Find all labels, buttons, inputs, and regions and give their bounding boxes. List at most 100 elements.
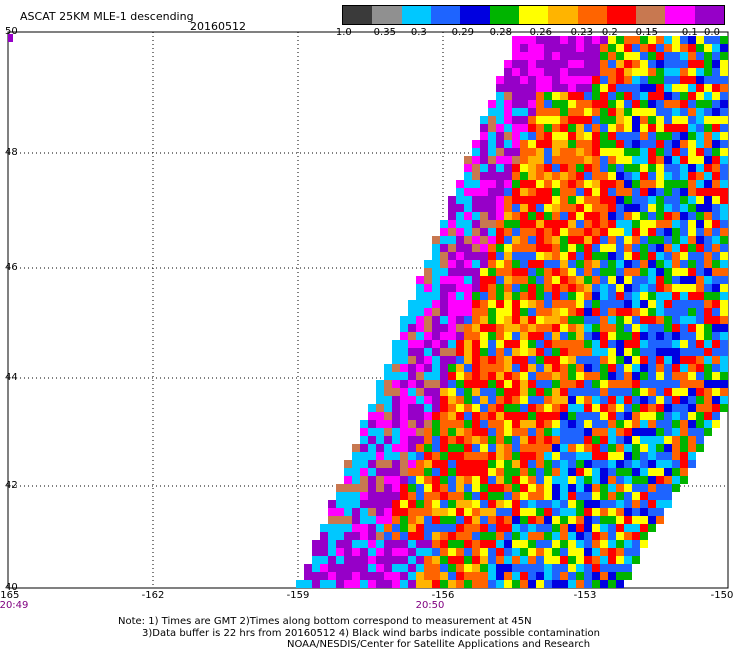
- longitude-label: -159: [286, 590, 310, 601]
- swath-cell: [392, 444, 400, 452]
- swath-cell: [600, 372, 608, 380]
- swath-cell: [608, 220, 616, 228]
- swath-cell: [616, 484, 624, 492]
- swath-cell: [360, 580, 368, 588]
- swath-cell: [704, 428, 712, 436]
- swath-cell: [448, 324, 456, 332]
- swath-cell: [536, 364, 544, 372]
- swath-cell: [672, 92, 680, 100]
- swath-cell: [576, 484, 584, 492]
- swath-cell: [592, 284, 600, 292]
- swath-cell: [464, 308, 472, 316]
- swath-cell: [480, 196, 488, 204]
- swath-cell: [632, 348, 640, 356]
- swath-cell: [496, 556, 504, 564]
- swath-cell: [384, 468, 392, 476]
- swath-cell: [520, 140, 528, 148]
- swath-cell: [440, 524, 448, 532]
- swath-cell: [528, 220, 536, 228]
- swath-cell: [704, 180, 712, 188]
- swath-cell: [608, 84, 616, 92]
- swath-cell: [496, 540, 504, 548]
- swath-cell: [704, 236, 712, 244]
- swath-cell: [672, 444, 680, 452]
- swath-cell: [664, 468, 672, 476]
- swath-cell: [488, 444, 496, 452]
- swath-cell: [632, 380, 640, 388]
- swath-cell: [640, 356, 648, 364]
- swath-cell: [544, 236, 552, 244]
- swath-cell: [656, 196, 664, 204]
- swath-cell: [688, 108, 696, 116]
- swath-cell: [688, 36, 696, 44]
- swath-cell: [584, 332, 592, 340]
- swath-cell: [528, 268, 536, 276]
- swath-cell: [568, 436, 576, 444]
- swath-cell: [592, 196, 600, 204]
- swath-cell: [528, 228, 536, 236]
- swath-cell: [632, 396, 640, 404]
- swath-cell: [552, 292, 560, 300]
- swath-cell: [712, 348, 720, 356]
- swath-cell: [624, 244, 632, 252]
- swath-cell: [512, 524, 520, 532]
- swath-cell: [544, 468, 552, 476]
- swath-cell: [552, 60, 560, 68]
- swath-cell: [640, 68, 648, 76]
- swath-cell: [504, 396, 512, 404]
- swath-cell: [528, 324, 536, 332]
- swath-cell: [640, 308, 648, 316]
- swath-cell: [376, 436, 384, 444]
- swath-cell: [592, 556, 600, 564]
- swath-cell: [632, 340, 640, 348]
- swath-cell: [552, 540, 560, 548]
- swath-cell: [568, 396, 576, 404]
- swath-cell: [720, 372, 728, 380]
- swath-cell: [496, 292, 504, 300]
- swath-cell: [408, 476, 416, 484]
- swath-cell: [608, 276, 616, 284]
- swath-cell: [448, 284, 456, 292]
- swath-cell: [552, 108, 560, 116]
- swath-cell: [608, 92, 616, 100]
- swath-cell: [704, 92, 712, 100]
- swath-cell: [600, 428, 608, 436]
- swath-cell: [544, 84, 552, 92]
- swath-cell: [464, 388, 472, 396]
- swath-cell: [608, 44, 616, 52]
- swath-cell: [480, 212, 488, 220]
- colorbar-segment: [518, 6, 549, 24]
- swath-cell: [584, 52, 592, 60]
- swath-cell: [472, 356, 480, 364]
- swath-cell: [568, 140, 576, 148]
- swath-cell: [648, 428, 656, 436]
- swath-cell: [688, 428, 696, 436]
- swath-cell: [704, 404, 712, 412]
- swath-cell: [584, 220, 592, 228]
- swath-cell: [416, 284, 424, 292]
- swath-cell: [720, 404, 728, 412]
- swath-cell: [448, 372, 456, 380]
- swath-cell: [568, 252, 576, 260]
- swath-cell: [464, 436, 472, 444]
- swath-cell: [512, 36, 520, 44]
- swath-cell: [688, 156, 696, 164]
- swath-cell: [576, 244, 584, 252]
- swath-cell: [448, 268, 456, 276]
- swath-cell: [424, 372, 432, 380]
- swath-cell: [536, 268, 544, 276]
- swath-cell: [576, 372, 584, 380]
- swath-cell: [664, 140, 672, 148]
- swath-cell: [440, 236, 448, 244]
- swath-cell: [568, 532, 576, 540]
- swath-cell: [432, 492, 440, 500]
- swath-cell: [552, 244, 560, 252]
- swath-cell: [472, 284, 480, 292]
- swath-cell: [560, 60, 568, 68]
- swath-cell: [632, 324, 640, 332]
- swath-cell: [672, 228, 680, 236]
- swath-cell: [424, 548, 432, 556]
- swath-cell: [584, 252, 592, 260]
- swath-cell: [544, 532, 552, 540]
- swath-cell: [448, 484, 456, 492]
